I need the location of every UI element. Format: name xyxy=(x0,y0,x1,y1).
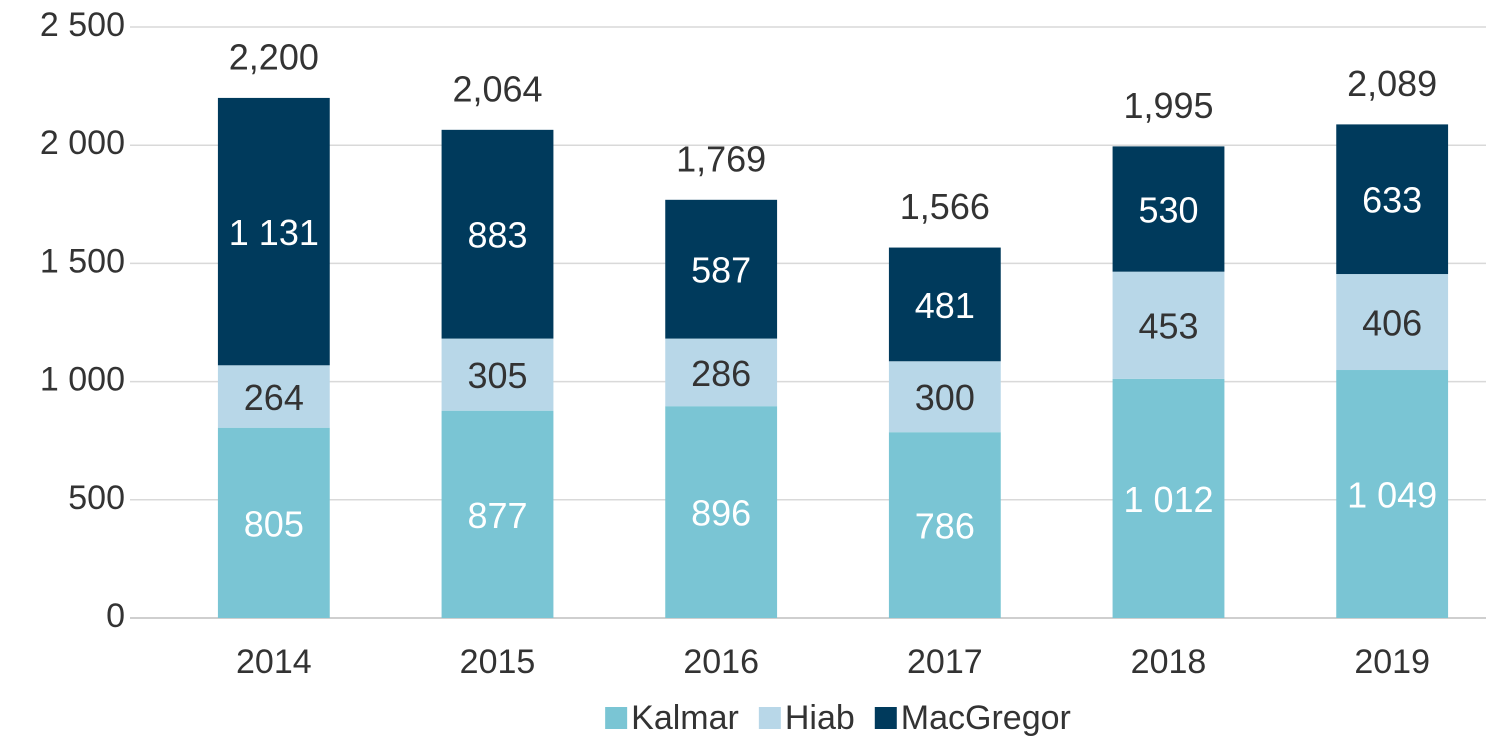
y-tick-label: 1 500 xyxy=(40,242,125,280)
y-tick-label: 2 000 xyxy=(40,124,125,162)
y-tick-label: 1 000 xyxy=(40,361,125,399)
value-label: 406 xyxy=(1362,303,1422,344)
bar-segment xyxy=(665,338,778,407)
bar-segment xyxy=(665,199,778,339)
value-label: 1 049 xyxy=(1347,475,1437,516)
bar-segment xyxy=(888,247,1001,362)
x-tick-label: 2019 xyxy=(1354,643,1430,681)
x-tick-label: 2016 xyxy=(683,643,759,681)
value-label: 786 xyxy=(915,506,975,547)
legend-swatch xyxy=(605,707,628,729)
total-label: 1,769 xyxy=(676,138,766,179)
legend-label: Kalmar xyxy=(631,699,739,737)
value-label: 1 012 xyxy=(1123,479,1213,520)
bar-segment xyxy=(441,338,554,411)
total-label: 2,089 xyxy=(1347,63,1437,104)
legend-swatch xyxy=(758,707,781,729)
y-tick-label: 2 500 xyxy=(40,6,125,44)
legend-label: MacGregor xyxy=(901,699,1071,737)
value-label: 286 xyxy=(691,353,751,394)
bar-segment xyxy=(1112,146,1225,272)
y-tick-label: 500 xyxy=(68,479,125,517)
x-tick-label: 2017 xyxy=(907,643,983,681)
bar-segment xyxy=(665,406,778,618)
value-label: 896 xyxy=(691,493,751,534)
bar-segment xyxy=(888,361,1001,433)
bar-segment xyxy=(1336,124,1449,275)
y-tick-label: 0 xyxy=(106,597,125,635)
bar-segment xyxy=(441,410,554,618)
value-label: 264 xyxy=(244,377,304,418)
legend-label: Hiab xyxy=(785,699,855,737)
bar-segment xyxy=(217,97,330,366)
bar-segment xyxy=(441,129,554,339)
bar-segment xyxy=(1336,274,1449,371)
value-label: 633 xyxy=(1362,180,1422,221)
bar-segment xyxy=(217,427,330,618)
total-label: 2,064 xyxy=(452,68,542,109)
bar-segment xyxy=(1112,271,1225,379)
value-label: 877 xyxy=(467,495,527,536)
legend-swatch xyxy=(874,707,897,729)
total-label: 1,995 xyxy=(1123,85,1213,126)
value-label: 883 xyxy=(467,215,527,256)
bar-segment xyxy=(888,432,1001,618)
value-label: 805 xyxy=(244,503,304,544)
total-label: 2,200 xyxy=(229,36,319,77)
value-label: 530 xyxy=(1138,190,1198,231)
x-tick-label: 2018 xyxy=(1131,643,1207,681)
total-label: 1,566 xyxy=(900,186,990,227)
x-tick-label: 2014 xyxy=(236,643,312,681)
x-tick-label: 2015 xyxy=(460,643,536,681)
value-label: 453 xyxy=(1138,306,1198,347)
value-label: 481 xyxy=(915,285,975,326)
bar-segment xyxy=(1112,378,1225,618)
bar-segment xyxy=(1336,370,1449,618)
value-label: 300 xyxy=(915,377,975,418)
bar-segment xyxy=(217,365,330,428)
value-label: 1 131 xyxy=(229,212,319,253)
value-label: 305 xyxy=(467,355,527,396)
value-label: 587 xyxy=(691,250,751,291)
